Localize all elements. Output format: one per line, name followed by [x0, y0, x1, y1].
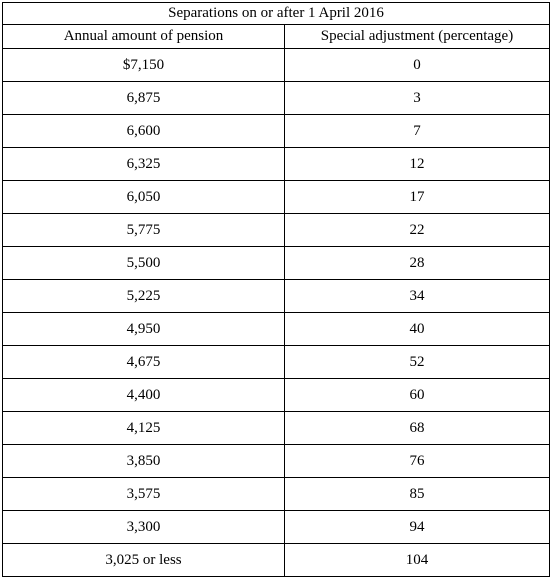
annual-amount-cell: 3,850	[2, 444, 285, 478]
annual-amount-cell: 5,500	[2, 246, 285, 280]
adjustment-percentage-cell: 3	[283, 81, 551, 115]
annual-amount-cell: 5,775	[2, 213, 285, 247]
annual-amount-cell: 6,050	[2, 180, 285, 214]
adjustment-percentage-cell: 7	[283, 114, 551, 148]
adjustment-percentage-cell: 0	[283, 48, 551, 82]
table-row: 3,300 94	[2, 510, 551, 544]
annual-amount-cell: 6,600	[2, 114, 285, 148]
table-header-row: Annual amount of pension Special adjustm…	[2, 24, 551, 49]
table-row: 5,500 28	[2, 246, 551, 280]
annual-amount-cell: 4,950	[2, 312, 285, 346]
table-row: 3,850 76	[2, 444, 551, 478]
table-row: 4,950 40	[2, 312, 551, 346]
table-row: 5,225 34	[2, 279, 551, 313]
table-row: 6,600 7	[2, 114, 551, 148]
annual-amount-cell: 6,325	[2, 147, 285, 181]
adjustment-percentage-cell: 94	[283, 510, 551, 544]
adjustment-percentage-cell: 22	[283, 213, 551, 247]
adjustment-percentage-cell: 28	[283, 246, 551, 280]
adjustment-percentage-cell: 85	[283, 477, 551, 511]
adjustment-percentage-cell: 52	[283, 345, 551, 379]
adjustment-percentage-cell: 60	[283, 378, 551, 412]
table-row: 3,575 85	[2, 477, 551, 511]
annual-amount-cell: 5,225	[2, 279, 285, 313]
table-row: 4,125 68	[2, 411, 551, 445]
adjustment-percentage-cell: 76	[283, 444, 551, 478]
adjustment-percentage-cell: 17	[283, 180, 551, 214]
adjustment-percentage-cell: 68	[283, 411, 551, 445]
table-row: 3,025 or less 104	[2, 543, 551, 577]
annual-amount-cell: 3,575	[2, 477, 285, 511]
adjustment-percentage-cell: 34	[283, 279, 551, 313]
annual-amount-cell: 3,300	[2, 510, 285, 544]
annual-amount-cell: 4,125	[2, 411, 285, 445]
table-row: 6,875 3	[2, 81, 551, 115]
table-row: 6,050 17	[2, 180, 551, 214]
table-row: 6,325 12	[2, 147, 551, 181]
table-row: 5,775 22	[2, 213, 551, 247]
adjustment-percentage-cell: 12	[283, 147, 551, 181]
table-row: 4,675 52	[2, 345, 551, 379]
annual-amount-cell: 4,675	[2, 345, 285, 379]
annual-amount-cell: 6,875	[2, 81, 285, 115]
table-title-row: Separations on or after 1 April 2016	[1, 2, 551, 25]
annual-amount-cell: $7,150	[2, 48, 285, 82]
annual-amount-cell: 3,025 or less	[2, 543, 285, 577]
table-row: $7,150 0	[2, 48, 551, 82]
annual-amount-cell: 4,400	[2, 378, 285, 412]
adjustment-percentage-cell: 104	[283, 543, 551, 577]
table-title: Separations on or after 1 April 2016	[1, 2, 551, 25]
adjustment-percentage-cell: 40	[283, 312, 551, 346]
column-header-special-adjustment: Special adjustment (percentage)	[283, 24, 551, 49]
column-header-annual-amount: Annual amount of pension	[2, 24, 285, 49]
table-row: 4,400 60	[2, 378, 551, 412]
